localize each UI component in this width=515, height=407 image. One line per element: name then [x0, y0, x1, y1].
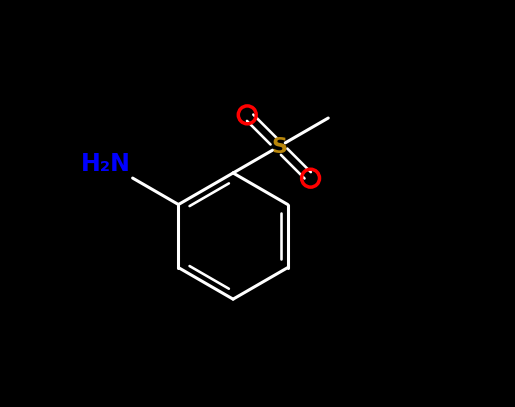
Text: H₂N: H₂N [81, 152, 131, 176]
Text: S: S [271, 136, 287, 157]
